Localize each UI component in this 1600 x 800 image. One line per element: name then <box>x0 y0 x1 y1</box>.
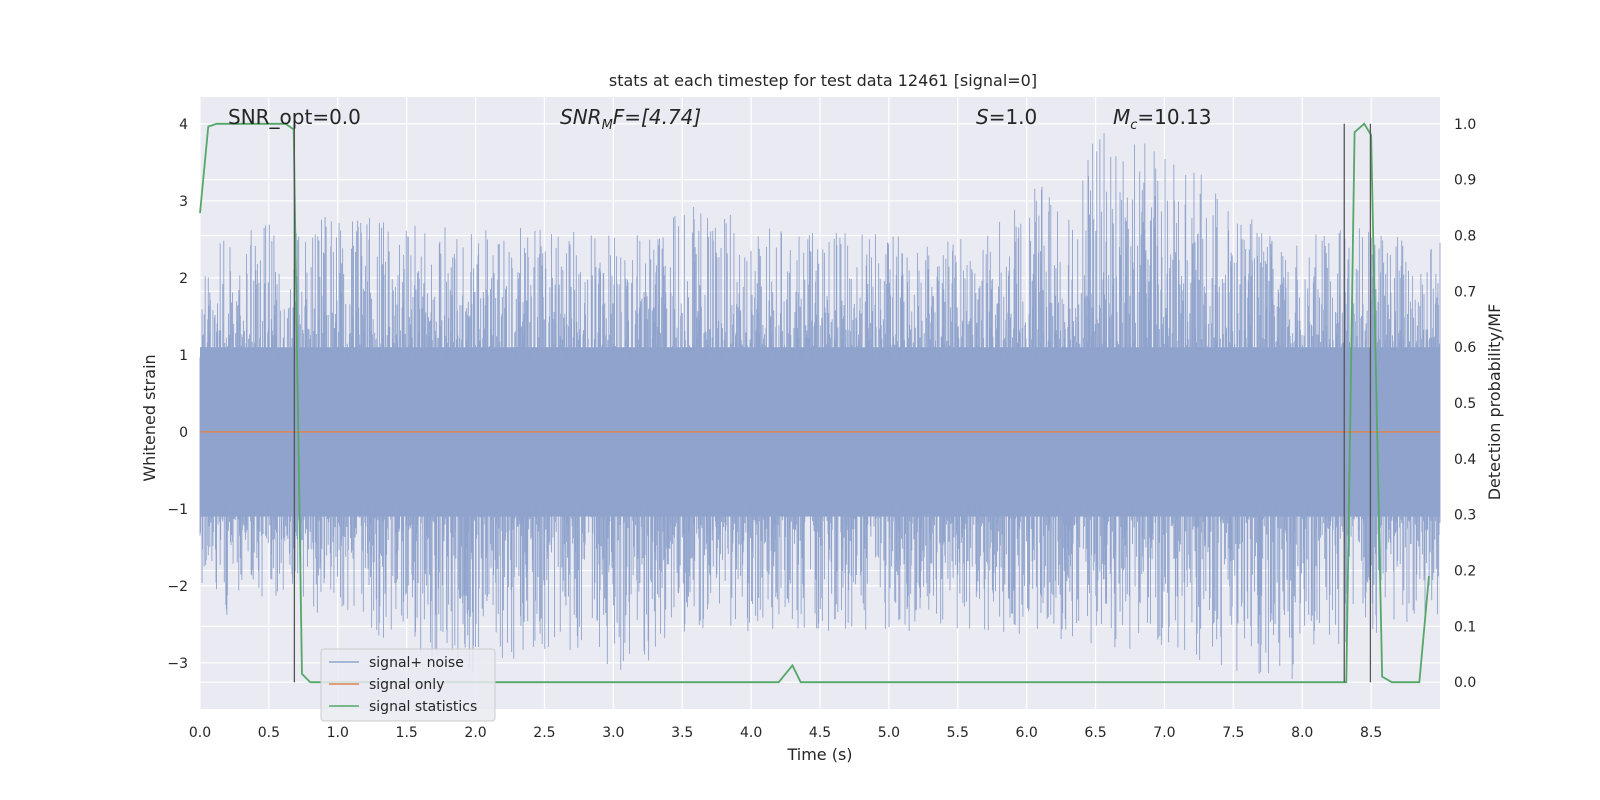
y-right-axis-label: Detection probability/MF <box>1485 304 1504 501</box>
mc-symbol: M <box>1113 105 1130 129</box>
snr-mf-prefix: SNR <box>560 105 602 129</box>
y-tick-label: −1 <box>167 502 188 518</box>
annotation-mc: Mc=10.13 <box>1113 105 1211 133</box>
x-tick-labels: 0.0 0.5 1.0 1.5 2.0 2.5 3.0 3.5 4.0 4.5 5.0 5.5 6.0 6… <box>189 725 1382 741</box>
y-tick-label: 1 <box>179 348 188 364</box>
y-right-tick-label: 0.0 <box>1454 675 1476 691</box>
x-axis-label: Time (s) <box>786 745 852 764</box>
mc-value: =10.13 <box>1137 105 1211 129</box>
x-tick-label: 2.0 <box>464 725 486 741</box>
y-tick-label: −2 <box>167 579 188 595</box>
x-tick-label: 8.0 <box>1291 725 1313 741</box>
x-tick-label: 3.5 <box>671 725 693 741</box>
s-value: =1.0 <box>989 105 1038 129</box>
x-tick-label: 6.0 <box>1016 725 1038 741</box>
y-axis-label: Whitened strain <box>140 354 159 481</box>
x-tick-label: 5.5 <box>947 725 969 741</box>
y-right-tick-label: 0.1 <box>1454 619 1476 635</box>
snr-mf-sub: M <box>602 118 613 133</box>
x-tick-label: 0.5 <box>258 725 280 741</box>
y-right-tick-label: 0.9 <box>1454 173 1476 189</box>
legend-label-signal-statistics: signal statistics <box>369 699 477 715</box>
x-tick-label: 7.5 <box>1222 725 1244 741</box>
x-tick-label: 5.0 <box>878 725 900 741</box>
y-right-tick-label: 1.0 <box>1454 117 1476 133</box>
y-tick-label: 3 <box>179 194 188 210</box>
vertical-markers <box>293 123 1372 683</box>
series-lines <box>199 122 1440 684</box>
y-tick-label: 2 <box>179 271 188 287</box>
x-tick-label: 4.0 <box>740 725 762 741</box>
y-right-tick-label: 0.3 <box>1454 508 1476 524</box>
legend: signal+ noise signal only signal statist… <box>320 648 496 722</box>
y-tick-label: 4 <box>179 117 188 133</box>
x-tick-label: 7.0 <box>1153 725 1175 741</box>
y-right-tick-label: 0.6 <box>1454 340 1476 356</box>
x-tick-label: 4.5 <box>809 725 831 741</box>
annotation-snr-opt: SNR_opt=0.0 <box>228 105 361 129</box>
x-tick-label: 1.0 <box>327 725 349 741</box>
y-tick-label: −3 <box>167 656 188 672</box>
snr-mf-suffix: F=[4.74] <box>613 105 701 129</box>
signal-statistics-line <box>199 122 1430 684</box>
x-tick-label: 3.0 <box>602 725 624 741</box>
y-tick-label: 0 <box>179 425 188 441</box>
chart-title: stats at each timestep for test data 124… <box>609 71 1037 90</box>
x-tick-label: 1.5 <box>396 725 418 741</box>
annotation-snr-mf: SNRMF=[4.74] <box>560 105 701 133</box>
annotation-s: S=1.0 <box>976 105 1037 129</box>
x-tick-label: 2.5 <box>533 725 555 741</box>
y-right-tick-label: 0.2 <box>1454 564 1476 580</box>
s-symbol: S <box>976 105 989 129</box>
y-right-tick-label: 0.7 <box>1454 284 1476 300</box>
legend-label-signal-only: signal only <box>369 677 444 693</box>
y-right-tick-label: 0.8 <box>1454 228 1476 244</box>
x-tick-label: 8.5 <box>1360 725 1382 741</box>
x-tick-label: 6.5 <box>1084 725 1106 741</box>
y-tick-labels: 4 3 2 1 0 −1 −2 −3 <box>167 117 188 672</box>
y-right-tick-label: 0.4 <box>1454 452 1476 468</box>
y-right-tick-labels: 1.0 0.9 0.8 0.7 0.6 0.5 0.4 0.3 0.2 0.1 0.0 <box>1454 117 1476 691</box>
legend-label-signal-noise: signal+ noise <box>369 655 464 671</box>
x-tick-label: 0.0 <box>189 725 211 741</box>
y-right-tick-label: 0.5 <box>1454 396 1476 412</box>
mc-sub: c <box>1130 118 1137 133</box>
legend-box <box>320 648 496 722</box>
